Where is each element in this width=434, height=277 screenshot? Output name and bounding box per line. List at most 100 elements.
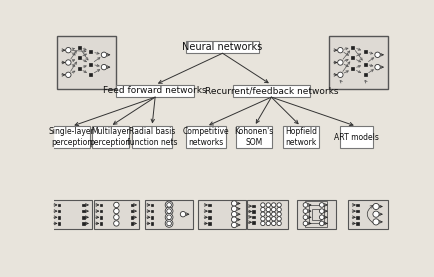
Circle shape — [180, 212, 185, 217]
Circle shape — [231, 217, 237, 222]
Circle shape — [166, 209, 171, 213]
Circle shape — [113, 215, 119, 220]
Bar — [82, 204, 85, 206]
FancyBboxPatch shape — [94, 199, 138, 229]
Circle shape — [302, 221, 307, 226]
Text: Radial basis
function nets: Radial basis function nets — [126, 127, 177, 147]
Circle shape — [374, 52, 379, 58]
Circle shape — [372, 211, 378, 217]
Bar — [355, 210, 358, 212]
Bar — [130, 222, 133, 225]
Bar — [77, 45, 81, 49]
Circle shape — [66, 72, 71, 78]
Circle shape — [276, 212, 281, 216]
Circle shape — [302, 209, 307, 213]
Circle shape — [276, 207, 281, 212]
Circle shape — [271, 203, 275, 207]
FancyBboxPatch shape — [247, 199, 287, 229]
Circle shape — [276, 203, 281, 207]
FancyBboxPatch shape — [51, 199, 92, 229]
FancyBboxPatch shape — [186, 126, 226, 148]
FancyBboxPatch shape — [232, 85, 309, 97]
Circle shape — [165, 201, 173, 209]
Bar — [89, 50, 92, 53]
Circle shape — [260, 207, 264, 212]
Bar — [82, 216, 85, 219]
Bar — [58, 204, 60, 206]
Text: Feed forward networks: Feed forward networks — [103, 86, 207, 96]
Circle shape — [337, 47, 342, 53]
Circle shape — [66, 47, 71, 53]
Circle shape — [319, 209, 323, 213]
Bar — [58, 222, 60, 225]
Bar — [355, 216, 358, 219]
FancyBboxPatch shape — [116, 85, 194, 97]
Circle shape — [231, 201, 237, 206]
Circle shape — [166, 215, 171, 220]
Bar — [130, 210, 133, 212]
Circle shape — [260, 217, 264, 221]
Text: Kohonen's
SOM: Kohonen's SOM — [234, 127, 273, 147]
Circle shape — [271, 212, 275, 216]
Circle shape — [302, 215, 307, 220]
Bar — [207, 216, 210, 219]
Bar — [89, 63, 92, 66]
Circle shape — [266, 217, 270, 221]
Bar — [355, 204, 358, 206]
FancyBboxPatch shape — [145, 199, 193, 229]
Bar — [82, 210, 85, 212]
FancyBboxPatch shape — [236, 126, 272, 148]
FancyBboxPatch shape — [132, 126, 172, 148]
Bar — [77, 67, 81, 70]
Circle shape — [319, 203, 323, 207]
Circle shape — [302, 203, 307, 207]
Circle shape — [66, 60, 71, 65]
Bar — [89, 73, 92, 76]
Circle shape — [166, 203, 171, 207]
Circle shape — [165, 220, 173, 227]
Text: Single-layer
perception: Single-layer perception — [49, 127, 94, 147]
Circle shape — [266, 207, 270, 212]
Circle shape — [266, 221, 270, 225]
FancyBboxPatch shape — [283, 126, 318, 148]
Bar — [207, 222, 210, 225]
Bar — [130, 216, 133, 219]
Bar — [58, 210, 60, 212]
Bar — [77, 56, 81, 60]
Circle shape — [231, 222, 237, 228]
Bar — [350, 67, 353, 70]
Bar — [130, 204, 133, 206]
Bar — [252, 216, 254, 218]
Bar — [82, 222, 85, 225]
FancyBboxPatch shape — [92, 126, 128, 148]
FancyBboxPatch shape — [347, 199, 388, 229]
Circle shape — [113, 221, 119, 226]
Text: Multilayer
perception: Multilayer perception — [89, 127, 131, 147]
Circle shape — [260, 203, 264, 207]
Circle shape — [374, 65, 379, 70]
Circle shape — [113, 208, 119, 214]
Text: Competitive
networks: Competitive networks — [183, 127, 229, 147]
Circle shape — [231, 206, 237, 212]
Bar — [207, 204, 210, 206]
Circle shape — [337, 72, 342, 78]
Bar — [252, 205, 254, 207]
Circle shape — [276, 217, 281, 221]
Text: Neural networks: Neural networks — [182, 42, 262, 52]
Circle shape — [101, 52, 106, 58]
Bar — [99, 210, 102, 212]
FancyBboxPatch shape — [296, 199, 335, 229]
Circle shape — [372, 203, 378, 210]
Circle shape — [260, 212, 264, 216]
FancyBboxPatch shape — [57, 36, 116, 89]
Bar — [99, 204, 102, 206]
FancyBboxPatch shape — [185, 41, 259, 53]
Bar — [150, 204, 153, 206]
FancyBboxPatch shape — [339, 126, 372, 148]
Circle shape — [231, 212, 237, 217]
Circle shape — [101, 65, 106, 70]
Bar — [150, 210, 153, 212]
Circle shape — [337, 60, 342, 65]
Bar — [150, 222, 153, 225]
Circle shape — [266, 203, 270, 207]
